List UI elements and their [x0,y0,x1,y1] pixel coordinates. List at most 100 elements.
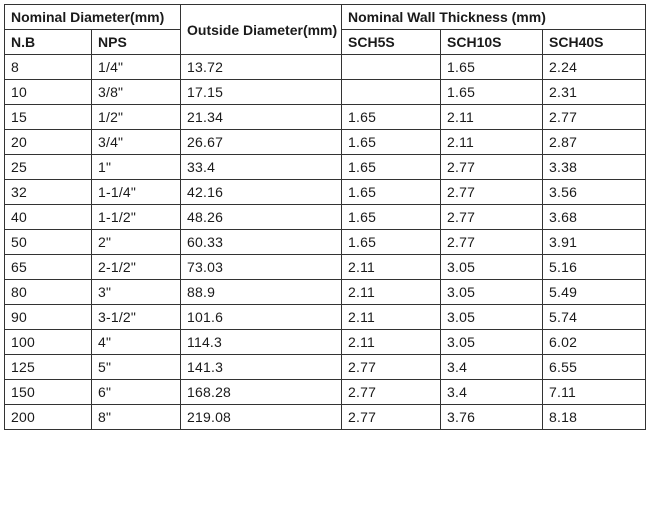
cell-od: 26.67 [180,129,343,155]
cell-sch10s: 3.05 [440,304,544,330]
pipe-dimensions-table: Nominal Diameter(mm) Outside Diameter(mm… [3,4,647,430]
cell-sch40s: 8.18 [542,404,647,430]
table-row: 20 3/4" 26.67 1.65 2.11 2.87 [4,129,647,155]
cell-sch40s: 6.55 [542,354,647,380]
cell-nb: 200 [4,404,92,430]
cell-sch40s: 2.24 [542,54,647,80]
cell-sch5s: 2.77 [341,404,442,430]
cell-nps: 5" [90,354,182,380]
cell-od: 141.3 [180,354,343,380]
cell-sch40s: 3.68 [542,204,647,230]
header-row-sub: N.B NPS SCH5S SCH10S SCH40S [4,29,647,55]
cell-nb: 8 [4,54,92,80]
cell-sch40s: 2.87 [542,129,647,155]
cell-sch5s: 1.65 [341,179,442,205]
cell-sch40s: 2.31 [542,79,647,105]
cell-sch40s: 5.74 [542,304,647,330]
cell-sch5s [341,79,442,105]
cell-sch40s: 7.11 [542,379,647,405]
table-row: 125 5" 141.3 2.77 3.4 6.55 [4,354,647,380]
header-nps: NPS [90,29,182,55]
header-nb: N.B [4,29,92,55]
header-outside-diameter: Outside Diameter(mm) [180,4,343,55]
cell-sch5s: 2.11 [341,304,442,330]
cell-nps: 6" [90,379,182,405]
cell-sch40s: 3.91 [542,229,647,255]
table-row: 90 3-1/2" 101.6 2.11 3.05 5.74 [4,304,647,330]
header-wall-thickness: Nominal Wall Thickness (mm) [341,4,647,30]
cell-nps: 1/4" [90,54,182,80]
cell-nps: 3" [90,279,182,305]
cell-sch40s: 5.16 [542,254,647,280]
cell-od: 101.6 [180,304,343,330]
cell-nb: 80 [4,279,92,305]
cell-nps: 4" [90,329,182,355]
cell-od: 60.33 [180,229,343,255]
cell-nb: 20 [4,129,92,155]
table-row: 15 1/2" 21.34 1.65 2.11 2.77 [4,104,647,130]
cell-sch5s: 2.11 [341,279,442,305]
cell-sch40s: 3.38 [542,154,647,180]
header-sch40s: SCH40S [542,29,647,55]
cell-od: 73.03 [180,254,343,280]
table-row: 40 1-1/2" 48.26 1.65 2.77 3.68 [4,204,647,230]
cell-nps: 2" [90,229,182,255]
cell-sch10s: 1.65 [440,79,544,105]
cell-od: 48.26 [180,204,343,230]
table-row: 8 1/4" 13.72 1.65 2.24 [4,54,647,80]
cell-sch10s: 1.65 [440,54,544,80]
table-row: 65 2-1/2" 73.03 2.11 3.05 5.16 [4,254,647,280]
cell-sch40s: 3.56 [542,179,647,205]
table-row: 32 1-1/4" 42.16 1.65 2.77 3.56 [4,179,647,205]
cell-sch10s: 2.11 [440,104,544,130]
cell-sch10s: 2.77 [440,154,544,180]
header-sch5s: SCH5S [341,29,442,55]
cell-od: 21.34 [180,104,343,130]
cell-sch40s: 6.02 [542,329,647,355]
table-row: 80 3" 88.9 2.11 3.05 5.49 [4,279,647,305]
table-row: 10 3/8" 17.15 1.65 2.31 [4,79,647,105]
cell-od: 219.08 [180,404,343,430]
cell-sch5s [341,54,442,80]
cell-od: 42.16 [180,179,343,205]
cell-nb: 125 [4,354,92,380]
cell-sch5s: 1.65 [341,129,442,155]
cell-sch5s: 2.77 [341,354,442,380]
cell-nb: 50 [4,229,92,255]
cell-sch5s: 2.11 [341,329,442,355]
cell-nps: 1-1/2" [90,204,182,230]
header-row-top: Nominal Diameter(mm) Outside Diameter(mm… [3,4,647,55]
cell-od: 13.72 [180,54,343,80]
cell-nb: 15 [4,104,92,130]
cell-nb: 65 [4,254,92,280]
cell-sch10s: 3.4 [440,354,544,380]
cell-sch5s: 1.65 [341,154,442,180]
cell-nps: 3/4" [90,129,182,155]
header-nominal-diameter: Nominal Diameter(mm) [3,4,182,30]
cell-nb: 40 [4,204,92,230]
cell-nps: 3/8" [90,79,182,105]
cell-sch5s: 1.65 [341,104,442,130]
cell-od: 17.15 [180,79,343,105]
cell-nb: 10 [4,79,92,105]
cell-od: 88.9 [180,279,343,305]
cell-sch10s: 2.11 [440,129,544,155]
cell-nb: 32 [4,179,92,205]
cell-od: 168.28 [180,379,343,405]
cell-sch10s: 2.77 [440,179,544,205]
cell-sch10s: 3.05 [440,279,544,305]
cell-nb: 150 [4,379,92,405]
cell-nb: 25 [4,154,92,180]
table-row: 200 8" 219.08 2.77 3.76 8.18 [4,404,647,430]
cell-sch5s: 2.77 [341,379,442,405]
cell-nps: 2-1/2" [90,254,182,280]
cell-sch10s: 2.77 [440,204,544,230]
cell-sch10s: 3.05 [440,254,544,280]
cell-sch40s: 5.49 [542,279,647,305]
cell-nb: 90 [4,304,92,330]
table-row: 150 6" 168.28 2.77 3.4 7.11 [4,379,647,405]
cell-nps: 1/2" [90,104,182,130]
table-row: 100 4" 114.3 2.11 3.05 6.02 [4,329,647,355]
table-row: 25 1" 33.4 1.65 2.77 3.38 [4,154,647,180]
cell-sch10s: 3.4 [440,379,544,405]
